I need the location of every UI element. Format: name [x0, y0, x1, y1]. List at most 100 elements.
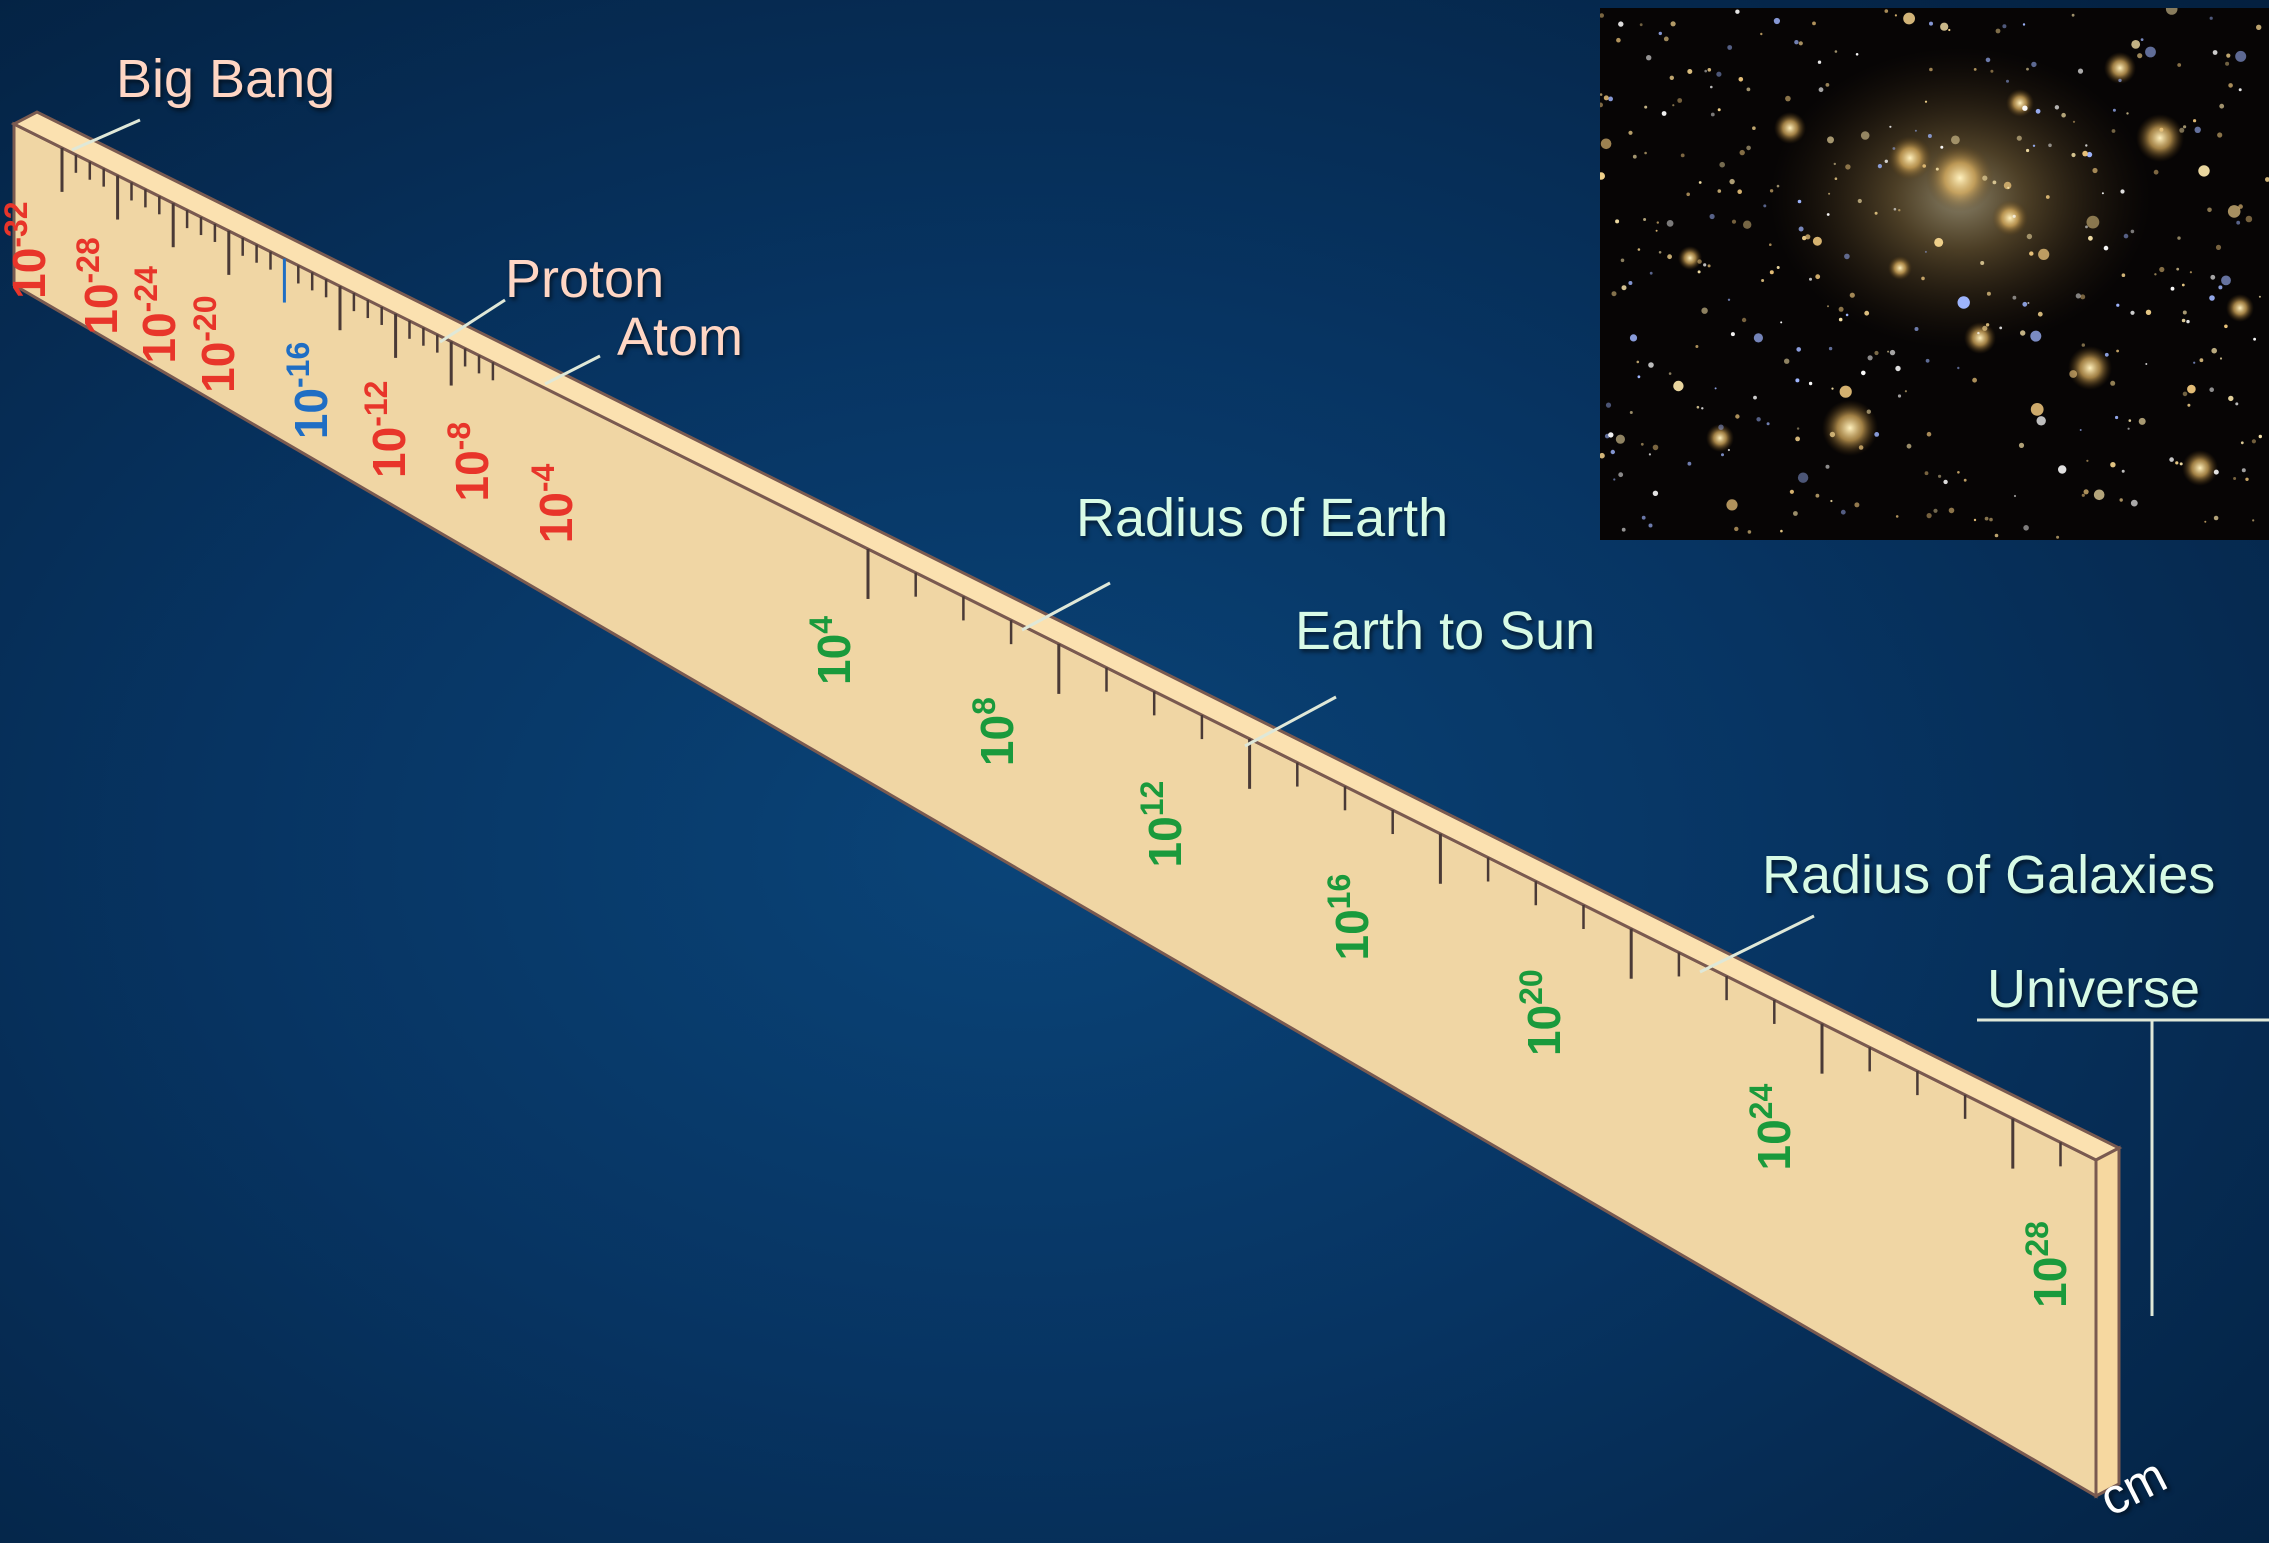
exponent-label: 1028	[2019, 1221, 2076, 1308]
star-point	[1874, 350, 1879, 356]
star-point	[1834, 177, 1838, 180]
star-point	[2030, 403, 2044, 416]
star-point	[2027, 302, 2030, 304]
star-point	[2120, 189, 2125, 194]
star-point	[1797, 472, 1809, 483]
ruler-end-face	[2094, 1145, 2121, 1499]
star-point	[1927, 134, 1932, 138]
star-point	[1603, 95, 1609, 101]
star-point	[1615, 434, 1625, 444]
star-point	[1929, 67, 1933, 72]
star-point	[1698, 181, 1702, 184]
star-point	[1714, 387, 1717, 390]
star-point	[1922, 164, 1926, 168]
star-point	[1926, 431, 1932, 437]
star-point	[1796, 427, 1800, 430]
star-point	[1776, 184, 1780, 188]
star-point	[1789, 489, 1794, 494]
star-point	[1831, 387, 1834, 390]
star-point	[1808, 381, 1813, 386]
star-point	[2170, 286, 2175, 291]
exponent-label: 10-32	[0, 201, 55, 298]
star-point	[1769, 189, 1774, 193]
star-point	[1861, 370, 1866, 376]
star-point	[2137, 53, 2143, 59]
star-point	[2119, 498, 2123, 502]
exponent-label: 10-24	[128, 266, 185, 364]
star-point	[1709, 213, 1715, 220]
star-point	[1672, 104, 1675, 107]
star-point	[2258, 434, 2262, 439]
star-point	[2177, 236, 2181, 240]
star-point	[2026, 148, 2030, 153]
star-point	[1935, 167, 1939, 171]
star-point	[1982, 175, 1988, 181]
star-point	[1717, 108, 1721, 112]
star-point	[1640, 442, 1644, 446]
star-point	[2082, 150, 2088, 157]
star-point	[1746, 87, 1751, 92]
star-point	[2123, 233, 2129, 239]
star-point	[1858, 445, 1864, 450]
star-point	[1703, 263, 1707, 267]
galaxy-glow	[2006, 89, 2034, 117]
star-point	[2154, 273, 2157, 276]
star-point	[2077, 68, 2084, 74]
star-point	[2198, 165, 2210, 177]
star-point	[1629, 411, 1633, 414]
star-point	[1600, 93, 1603, 96]
star-point	[2182, 310, 2187, 315]
star-point	[2086, 459, 2089, 462]
star-point	[1995, 28, 2001, 34]
star-point	[1934, 237, 1944, 247]
star-point	[2035, 108, 2041, 114]
star-point	[1938, 474, 1942, 478]
star-point	[2075, 293, 2081, 299]
star-point	[2013, 494, 2017, 498]
star-point	[2026, 67, 2029, 71]
star-point	[2110, 380, 2116, 386]
star-point	[1874, 211, 1878, 215]
star-point	[1727, 298, 1731, 301]
star-point	[1815, 493, 1820, 498]
star-point	[2227, 205, 2241, 218]
star-point	[1726, 499, 1738, 511]
star-point	[1867, 355, 1873, 361]
star-point	[2245, 477, 2249, 481]
star-point	[1776, 266, 1780, 269]
star-point	[1798, 226, 1804, 232]
star-point	[2238, 88, 2242, 92]
star-point	[1747, 530, 1752, 534]
star-point	[2054, 105, 2060, 110]
star-point	[1815, 274, 1821, 280]
star-point	[2215, 244, 2222, 250]
star-point	[2253, 337, 2256, 341]
star-point	[2080, 294, 2086, 300]
star-point	[2179, 127, 2185, 133]
star-point	[1637, 248, 1641, 251]
star-point	[2241, 468, 2246, 473]
star-point	[2219, 357, 2223, 360]
star-point	[2210, 274, 2216, 280]
star-point	[1904, 390, 1907, 393]
star-point	[1825, 83, 1830, 87]
star-point	[1697, 259, 1702, 264]
star-point	[1605, 402, 1612, 408]
star-point	[2037, 311, 2043, 317]
star-point	[1817, 60, 1822, 64]
star-point	[1826, 213, 1830, 216]
star-point	[1677, 98, 1683, 103]
star-point	[1924, 100, 1928, 103]
star-point	[1652, 444, 1659, 451]
star-point	[1636, 360, 1640, 364]
star-point	[2022, 301, 2028, 307]
star-point	[2187, 384, 2196, 394]
star-point	[2213, 469, 2219, 475]
star-point	[2116, 303, 2120, 307]
star-point	[1921, 276, 1925, 281]
star-point	[1874, 432, 1880, 437]
star-point	[1985, 57, 1991, 63]
star-point	[1895, 365, 1901, 372]
star-point	[1707, 68, 1712, 72]
star-point	[2006, 79, 2009, 83]
